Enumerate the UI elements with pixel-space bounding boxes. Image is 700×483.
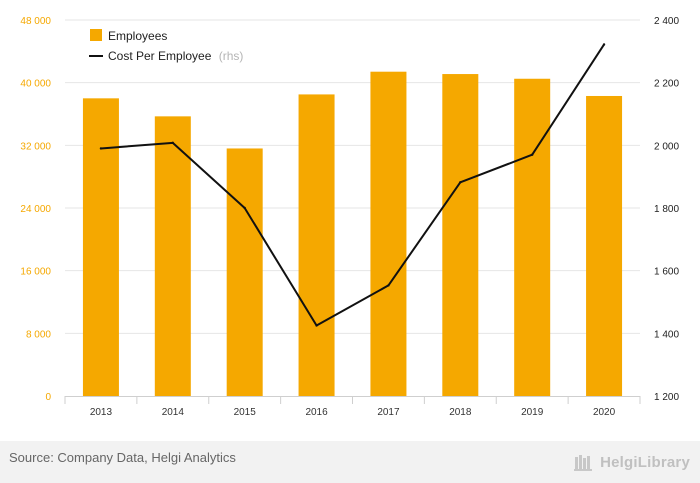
left-tick-label: 8 000: [26, 329, 51, 340]
right-tick-label: 2 000: [654, 141, 679, 152]
bar-employees: [514, 78, 551, 396]
chart: 0 8 000 16 000 24 000 32 000 40 000 48 000 1 20…: [20, 16, 679, 418]
svg-text:Cost Per Employee (rhs): Cost Per Employee (rhs): [108, 49, 243, 63]
bar-employees: [82, 98, 119, 396]
bar-employees: [154, 116, 191, 396]
legend-rhs-note: (rhs): [219, 49, 244, 63]
brand-logo: HelgiLibrary: [574, 447, 690, 477]
left-tick-label: 0: [45, 392, 51, 403]
point-cost-per-employee: [99, 147, 103, 150]
x-tick-label: 2015: [234, 407, 257, 418]
bar-employees: [298, 94, 335, 397]
right-tick-label: 1 400: [654, 329, 679, 340]
right-tick-label: 2 200: [654, 79, 679, 90]
left-tick-label: 16 000: [20, 267, 51, 278]
right-tick-label: 1 800: [654, 204, 679, 215]
right-tick-label: 2 400: [654, 16, 679, 27]
x-tick-label: 2016: [305, 407, 328, 418]
point-cost-per-employee: [602, 43, 606, 46]
point-cost-per-employee: [315, 324, 318, 327]
source-note: Source: Company Data, Helgi Analytics: [9, 450, 236, 465]
legend: Employees Cost Per Employee (rhs): [89, 29, 243, 63]
x-tick-label: 2017: [377, 407, 400, 418]
footer: Source: Company Data, Helgi Analytics He…: [0, 441, 700, 483]
left-tick-label: 40 000: [20, 79, 51, 90]
x-tick-label: 2019: [521, 407, 544, 418]
right-tick-label: 1 200: [654, 392, 679, 403]
brand-name: HelgiLibrary: [600, 453, 690, 471]
right-tick-label: 1 600: [654, 267, 679, 278]
bar-employees: [370, 71, 407, 396]
x-tick-label: 2018: [449, 407, 472, 418]
bar-employees: [586, 95, 623, 396]
library-icon: [574, 455, 593, 471]
legend-label-cost: Cost Per Employee: [108, 49, 212, 63]
x-tick-label: 2014: [162, 407, 185, 418]
bar-employees: [226, 148, 263, 396]
line-cost-per-employee: [100, 43, 605, 327]
point-cost-per-employee: [243, 206, 246, 210]
point-cost-per-employee: [530, 153, 534, 156]
point-cost-per-employee: [387, 284, 390, 287]
legend-swatch-employees: [90, 29, 102, 41]
left-tick-label: 32 000: [20, 141, 51, 152]
left-tick-label: 24 000: [20, 204, 51, 215]
bar-employees: [442, 74, 479, 397]
point-cost-per-employee: [459, 181, 462, 184]
point-cost-per-employee: [171, 141, 175, 145]
legend-label-employees: Employees: [108, 29, 167, 43]
x-tick-label: 2020: [593, 407, 616, 418]
left-tick-label: 48 000: [20, 16, 51, 27]
x-tick-label: 2013: [90, 407, 113, 418]
